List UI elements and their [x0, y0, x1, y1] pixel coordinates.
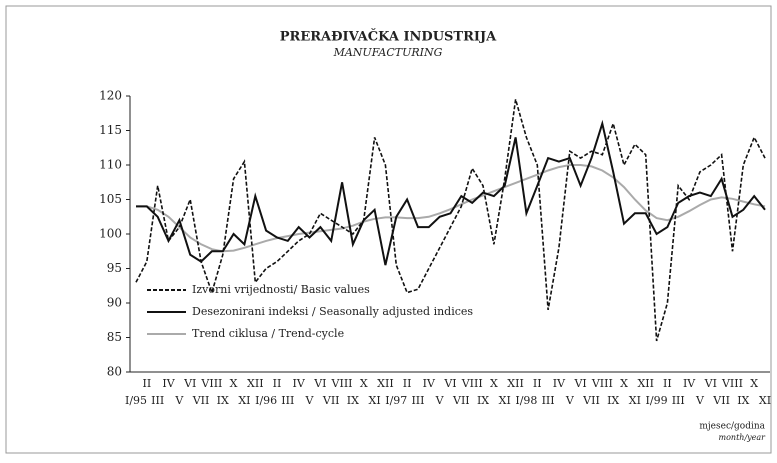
x-tick-label: IV: [553, 377, 566, 390]
y-tick-label: 80: [107, 365, 122, 379]
x-tick-label: XI: [759, 394, 771, 407]
x-tick-label: IV: [162, 377, 175, 390]
chart-subtitle: MANUFACTURING: [333, 46, 443, 59]
x-tick-label: IV: [423, 377, 436, 390]
legend-label: Izvorni vrijednosti/ Basic values: [192, 283, 370, 296]
x-tick-label: V: [305, 394, 315, 407]
x-tick-label: V: [565, 394, 575, 407]
x-tick-label: I/95: [125, 394, 147, 407]
x-tick-label: III: [151, 394, 164, 407]
x-tick-label: I/96: [255, 394, 277, 407]
x-tick-label: II: [533, 377, 542, 390]
legend-label: Trend ciklusa / Trend-cycle: [192, 327, 344, 340]
x-tick-label: III: [542, 394, 555, 407]
x-tick-label: VI: [573, 377, 586, 390]
x-tick-label: IV: [293, 377, 306, 390]
series-line: [136, 164, 766, 253]
x-tick-label: XI: [499, 394, 511, 407]
x-tick-label: X: [360, 377, 368, 390]
y-tick-label: 90: [107, 296, 122, 310]
x-tick-label: V: [174, 394, 184, 407]
x-tick-label: VI: [443, 377, 456, 390]
x-tick-label: V: [695, 394, 705, 407]
x-tick-label: VII: [192, 394, 210, 407]
legend-label: Desezonirani indeksi / Seasonally adjust…: [192, 305, 473, 318]
x-tick-label: VI: [183, 377, 196, 390]
y-tick-label: 100: [99, 227, 122, 241]
x-tick-label: I/99: [646, 394, 668, 407]
x-tick-label: X: [230, 377, 238, 390]
frame: [5, 5, 772, 454]
x-tick-label: XI: [629, 394, 641, 407]
x-tick-label: VI: [704, 377, 717, 390]
x-tick-label: VII: [322, 394, 340, 407]
x-tick-label: XII: [247, 377, 264, 390]
x-tick-label: VI: [313, 377, 326, 390]
x-tick-label: II: [142, 377, 151, 390]
x-tick-label: X: [620, 377, 628, 390]
x-tick-label: VIII: [331, 377, 353, 390]
y-tick-label: 85: [107, 330, 122, 344]
x-tick-label: VII: [712, 394, 730, 407]
x-tick-label: III: [281, 394, 294, 407]
x-tick-label: VIII: [721, 377, 743, 390]
x-tick-label: VII: [452, 394, 470, 407]
x-tick-label: XI: [238, 394, 250, 407]
x-tick-label: VIII: [461, 377, 483, 390]
x-tick-label: IV: [683, 377, 696, 390]
x-tick-label: XII: [637, 377, 654, 390]
x-tick-label: XII: [377, 377, 394, 390]
x-tick-label: IX: [477, 394, 489, 407]
y-tick-label: 110: [99, 158, 122, 172]
x-tick-label: VIII: [200, 377, 222, 390]
x-tick-label: II: [663, 377, 672, 390]
x-tick-label: XII: [507, 377, 524, 390]
x-axis-label-en: month/year: [719, 433, 767, 442]
x-tick-label: VIII: [591, 377, 613, 390]
chart-title: PRERAĐIVAČKA INDUSTRIJA: [280, 28, 497, 45]
y-tick-label: 95: [107, 261, 122, 275]
y-tick-label: 115: [99, 123, 122, 137]
series-line: [136, 119, 766, 266]
x-tick-label: II: [273, 377, 282, 390]
series-line: [135, 99, 766, 342]
x-tick-label: X: [750, 377, 758, 390]
x-axis-label: mjesec/godina: [699, 422, 765, 432]
x-tick-label: II: [403, 377, 412, 390]
x-tick-label: I/97: [385, 394, 407, 407]
x-tick-label: IX: [607, 394, 619, 407]
x-tick-label: VII: [582, 394, 600, 407]
x-tick-label: IX: [737, 394, 749, 407]
x-tick-label: V: [435, 394, 445, 407]
y-tick-label: 105: [99, 192, 122, 206]
x-tick-label: IX: [217, 394, 229, 407]
y-tick-label: 120: [99, 89, 122, 103]
x-tick-label: III: [411, 394, 424, 407]
x-tick-label: X: [490, 377, 498, 390]
x-tick-label: III: [672, 394, 685, 407]
x-tick-label: I/98: [515, 394, 537, 407]
x-tick-label: IX: [347, 394, 359, 407]
x-tick-label: XI: [368, 394, 380, 407]
